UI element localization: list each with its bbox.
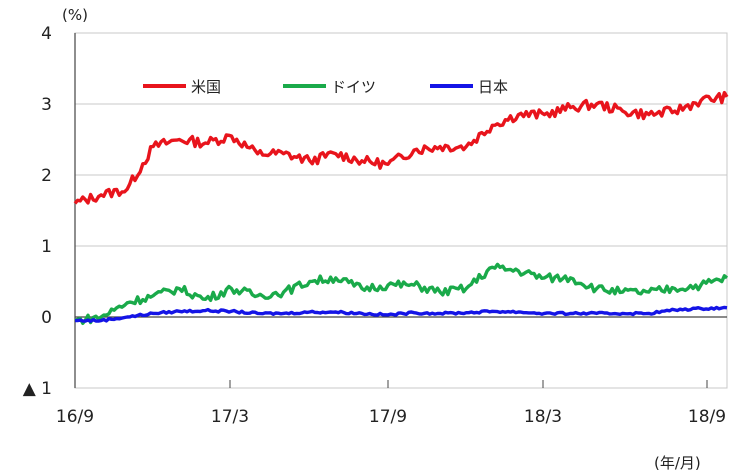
legend-label: 米国 [191,78,221,96]
y-tick-label: 1 [41,237,52,257]
y-tick-label: 0 [41,308,52,328]
gridlines [75,103,727,247]
x-tick-label: 17/9 [369,407,407,427]
x-unit-label: (年/月) [654,454,701,472]
x-tick-label: 16/9 [56,407,94,427]
y-tick-label: ▲ 1 [23,379,52,399]
series-line [75,305,728,323]
series-line [73,90,729,205]
legend-label: ドイツ [331,78,376,96]
series-lines [73,90,729,325]
x-axis-ticks: 16/9 17/3 17/9 18/3 18/9 [56,380,726,427]
legend: 米国 ドイツ 日本 [143,78,508,96]
series-line [74,262,729,325]
y-tick-label: 4 [41,24,52,44]
y-tick-label: 2 [41,166,52,186]
legend-label: 日本 [478,78,508,96]
y-unit-label: (%) [62,6,88,24]
x-tick-label: 17/3 [211,407,249,427]
y-axis-ticks: 4 3 2 1 0 ▲ 1 [23,24,52,399]
x-tick-label: 18/9 [688,407,726,427]
y-tick-label: 3 [41,95,52,115]
x-tick-label: 18/3 [524,407,562,427]
